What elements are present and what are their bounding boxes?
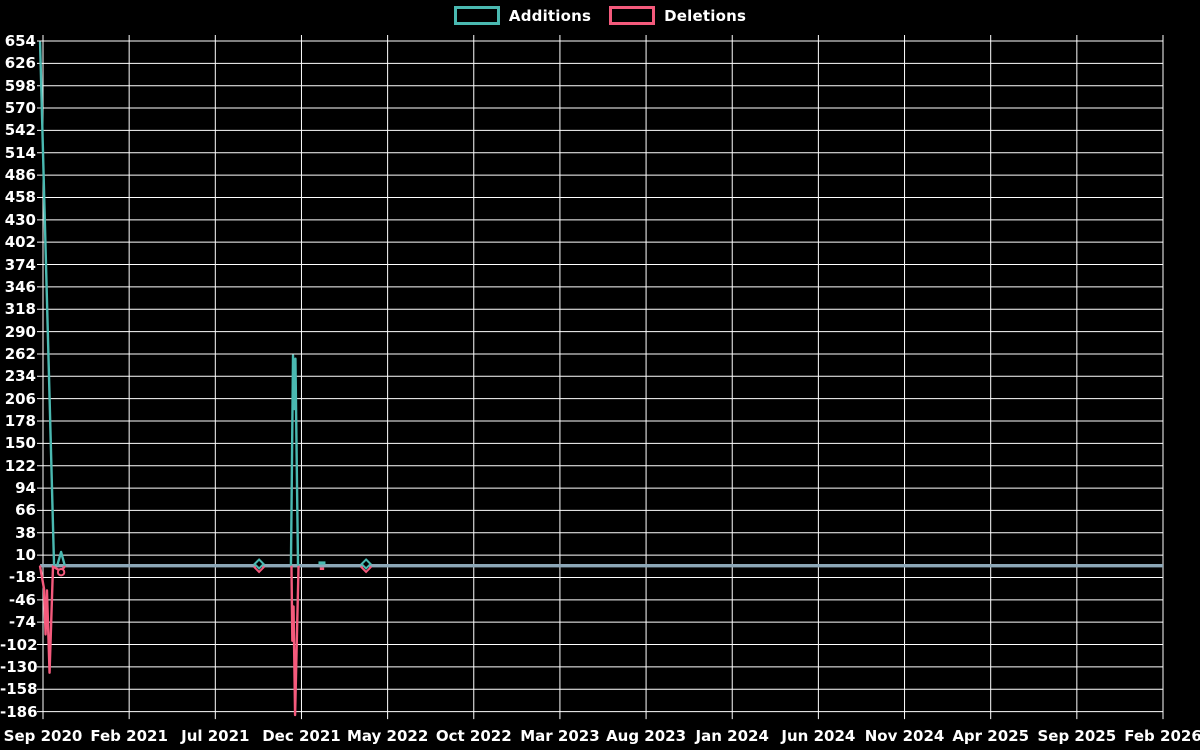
y-tick-label: 570 bbox=[4, 99, 36, 118]
y-tick-label: -18 bbox=[8, 568, 36, 587]
x-tick-label: Sep 2020 bbox=[3, 727, 83, 745]
deletions-marker-dash bbox=[319, 567, 325, 570]
y-tick-label: 38 bbox=[15, 523, 36, 542]
y-tick-label: 10 bbox=[15, 546, 36, 565]
y-tick-label: 234 bbox=[4, 367, 36, 386]
x-tick-label: Feb 2021 bbox=[90, 727, 168, 745]
y-tick-label: 654 bbox=[4, 32, 36, 50]
y-tick-label: 374 bbox=[4, 255, 36, 274]
y-tick-label: 514 bbox=[4, 143, 36, 162]
y-tick-label: 430 bbox=[4, 210, 36, 229]
x-tick-label: Apr 2025 bbox=[952, 727, 1030, 745]
y-tick-label: -46 bbox=[8, 590, 36, 609]
x-tick-label: Oct 2022 bbox=[435, 727, 512, 745]
x-tick-label: May 2022 bbox=[346, 727, 429, 745]
additions-line bbox=[38, 41, 56, 566]
y-tick-label: 66 bbox=[15, 501, 36, 520]
x-tick-label: Feb 2026 bbox=[1124, 727, 1200, 745]
legend-item-additions[interactable]: Additions bbox=[453, 6, 592, 25]
y-tick-label: 598 bbox=[4, 76, 36, 95]
x-tick-label: Aug 2023 bbox=[606, 727, 687, 745]
additions-marker-diamond bbox=[253, 558, 265, 570]
y-tick-label: 122 bbox=[4, 456, 36, 475]
y-tick-label: -186 bbox=[0, 702, 38, 721]
y-tick-label: 458 bbox=[4, 188, 36, 207]
additions-marker-diamond bbox=[360, 558, 372, 570]
additions-line bbox=[289, 354, 300, 566]
x-tick-label: Mar 2023 bbox=[520, 727, 600, 745]
deletions-legend-label: Deletions bbox=[664, 6, 747, 25]
x-tick-label: Sep 2025 bbox=[1037, 727, 1117, 745]
deletions-marker-circle bbox=[56, 568, 66, 577]
x-tick-label: Dec 2021 bbox=[262, 727, 341, 745]
y-tick-label: 402 bbox=[4, 233, 36, 252]
x-tick-label: Jul 2021 bbox=[181, 727, 250, 745]
y-tick-label: 290 bbox=[4, 322, 36, 341]
y-tick-label: 486 bbox=[4, 166, 36, 185]
deletions-line bbox=[290, 565, 300, 717]
y-tick-label: 262 bbox=[4, 344, 36, 363]
additions-marker-dash bbox=[318, 561, 326, 565]
y-tick-label: 318 bbox=[4, 300, 36, 319]
legend-item-deletions[interactable]: Deletions bbox=[609, 6, 746, 25]
y-tick-label: 178 bbox=[4, 412, 36, 430]
zero-baseline bbox=[40, 564, 1163, 568]
y-tick-label: 542 bbox=[4, 121, 36, 140]
y-tick-label: 206 bbox=[4, 389, 36, 408]
gridlines bbox=[37, 35, 1164, 720]
y-tick-label: -102 bbox=[0, 635, 38, 654]
y-tick-label: 346 bbox=[4, 277, 36, 296]
x-tick-label: Jun 2024 bbox=[781, 727, 856, 745]
y-tick-label: -74 bbox=[8, 613, 36, 632]
additions-line bbox=[56, 550, 66, 566]
x-tick-label: Jan 2024 bbox=[695, 727, 769, 745]
y-tick-label: 150 bbox=[4, 434, 36, 453]
chart-legend: Additions Deletions bbox=[0, 6, 1200, 25]
y-tick-label: 626 bbox=[4, 54, 36, 73]
additions-legend-label: Additions bbox=[508, 6, 592, 25]
additions-legend-swatch bbox=[453, 6, 500, 25]
deletions-legend-swatch bbox=[609, 6, 656, 25]
y-tick-label: -158 bbox=[0, 680, 38, 699]
y-tick-label: -130 bbox=[0, 657, 38, 676]
deletions-line bbox=[38, 565, 55, 674]
y-tick-label: 94 bbox=[15, 479, 36, 498]
x-tick-label: Nov 2024 bbox=[864, 727, 945, 745]
